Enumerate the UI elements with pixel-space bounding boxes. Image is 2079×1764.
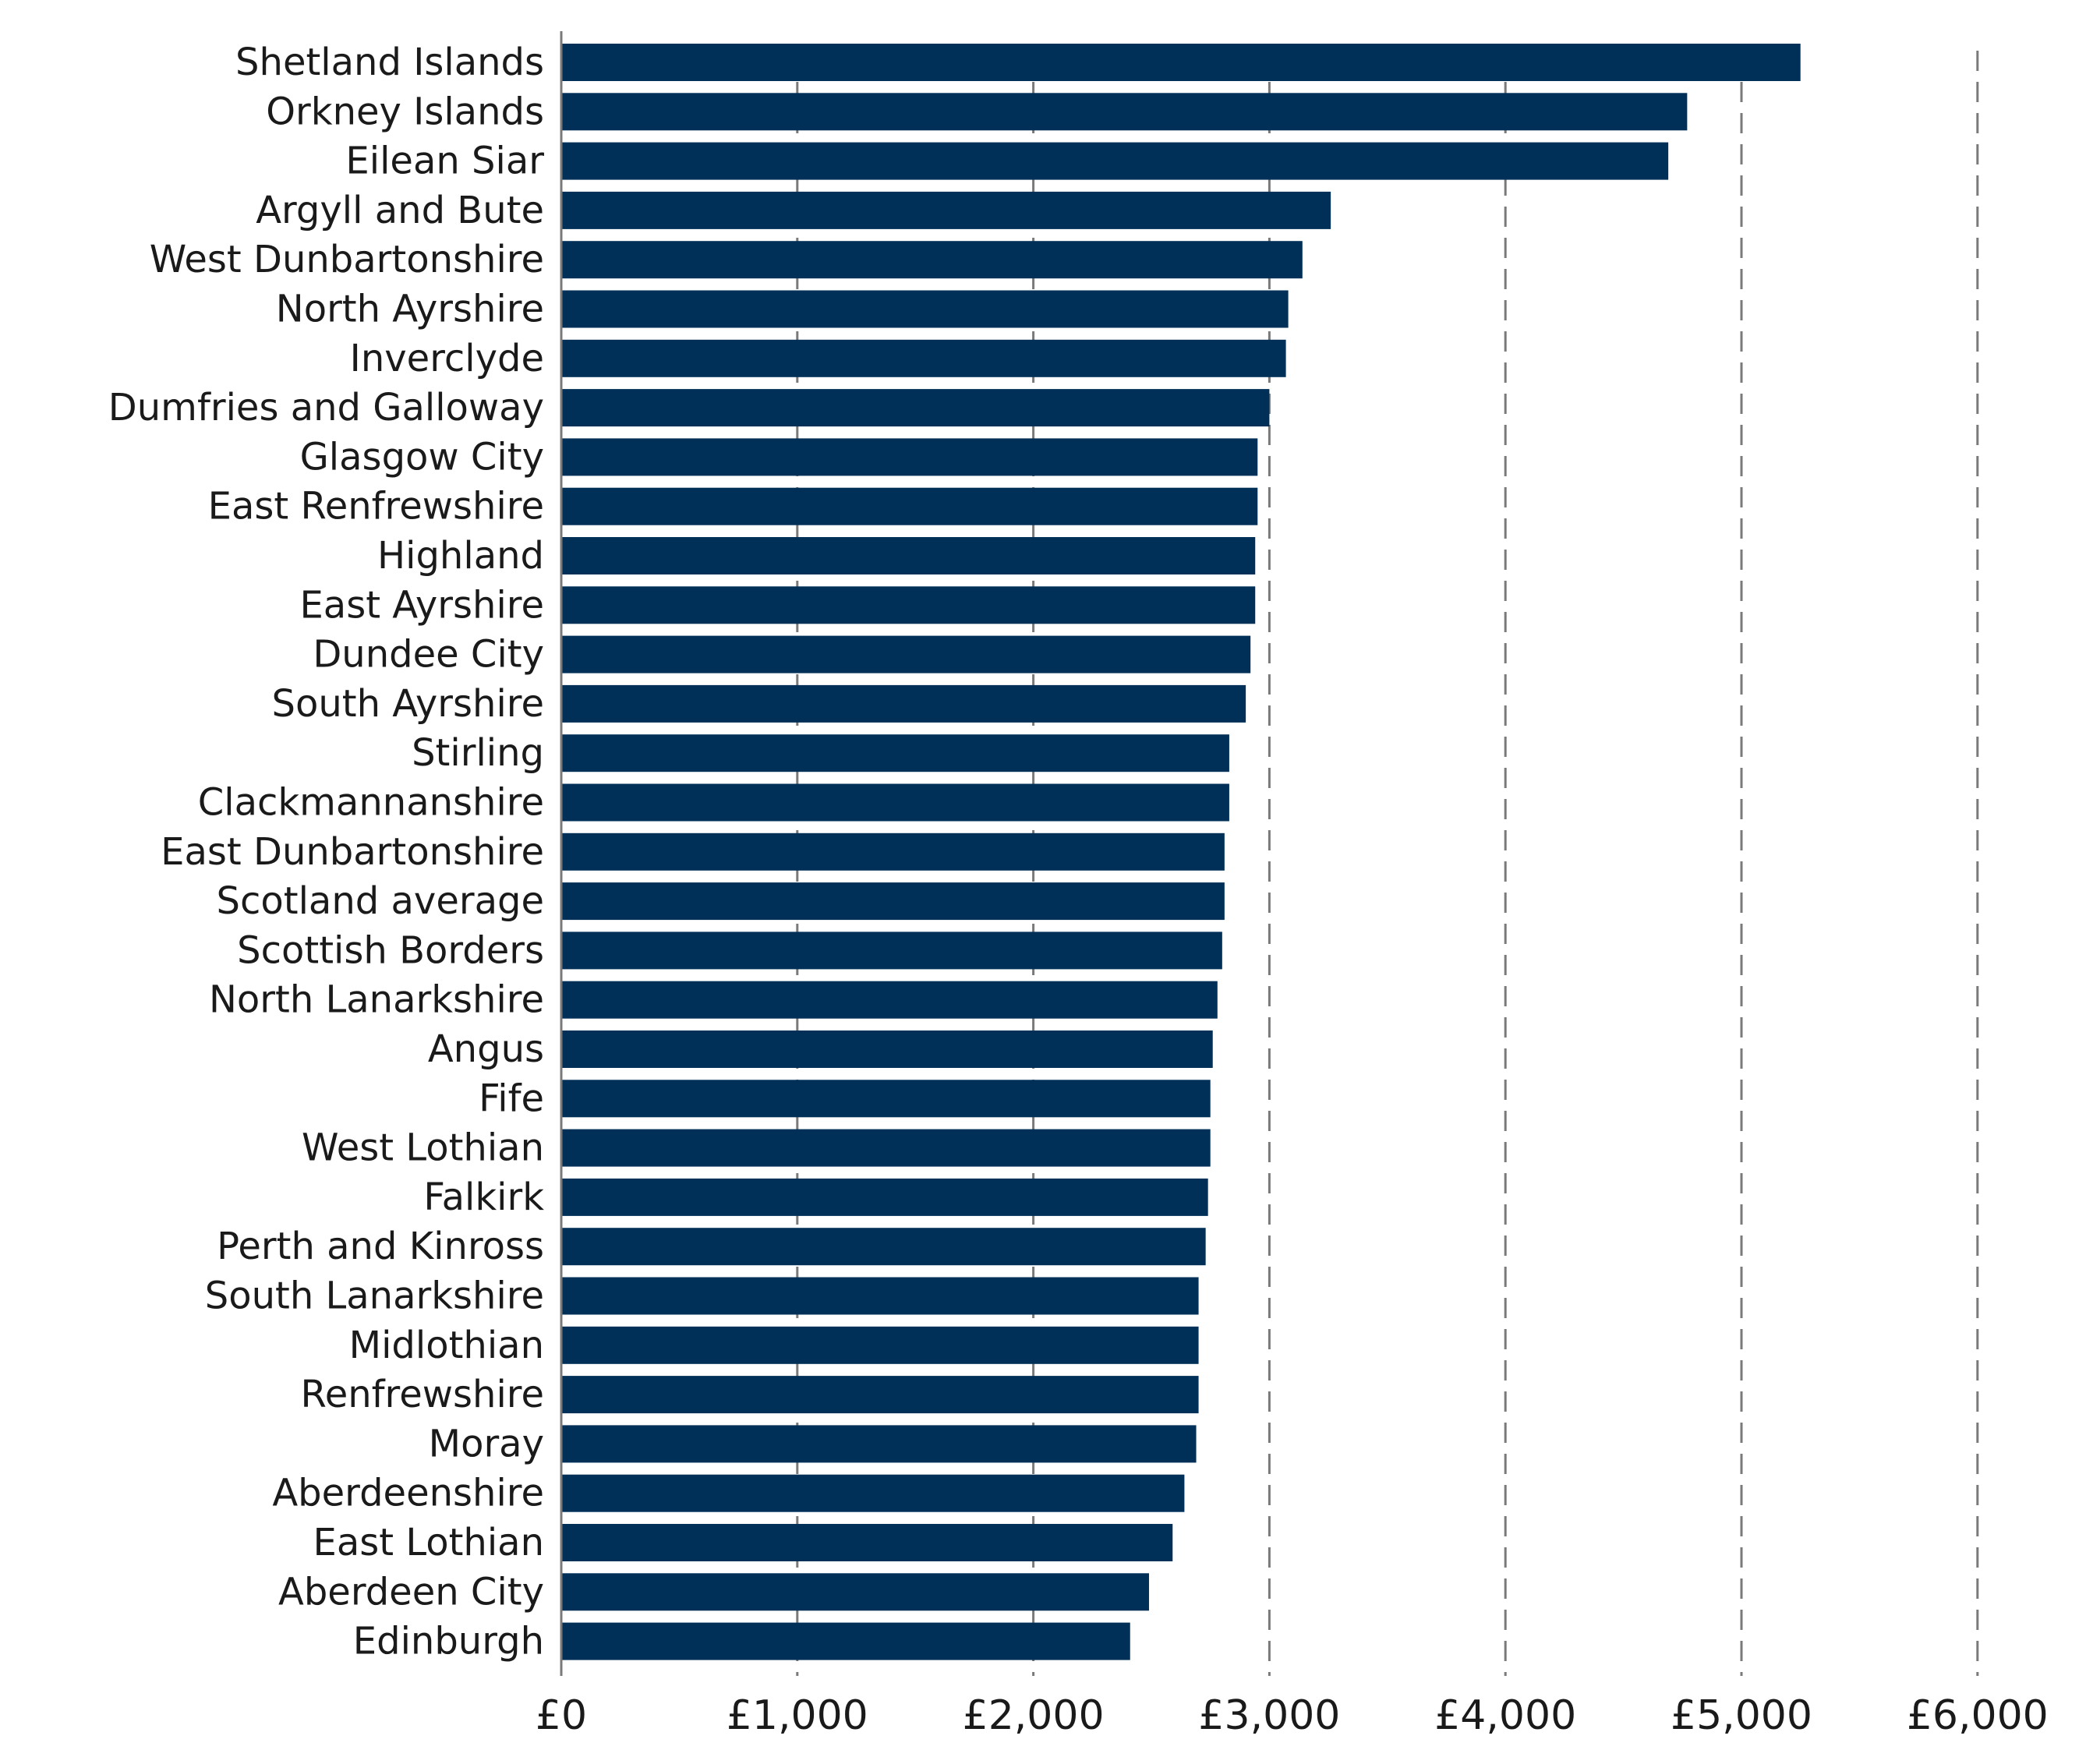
category-label-17: Scotland average — [217, 879, 544, 923]
bar-2 — [561, 142, 1669, 180]
category-label-16: East Dunbartonshire — [161, 830, 544, 874]
category-label-18: Scottish Borders — [237, 928, 544, 972]
bar-18 — [561, 931, 1222, 970]
x-tick-label-4: £4,000 — [1434, 1692, 1576, 1739]
category-label-0: Shetland Islands — [235, 41, 544, 84]
category-label-22: West Lothian — [302, 1126, 544, 1170]
category-label-13: South Ayrshire — [272, 682, 544, 726]
category-label-27: Renfrewshire — [301, 1373, 545, 1416]
bar-5 — [561, 290, 1289, 328]
category-label-6: Inverclyde — [350, 337, 544, 380]
bar-14 — [561, 734, 1229, 772]
bar-12 — [561, 635, 1251, 673]
bar-28 — [561, 1425, 1197, 1463]
bars — [561, 44, 1801, 1660]
bar-24 — [561, 1228, 1206, 1266]
x-tick-labels: £0 £1,000 £2,000 £3,000 £4,000 £5,000 £6,000 — [536, 1692, 2049, 1739]
x-tick-label-1: £1,000 — [727, 1692, 868, 1739]
bar-25 — [561, 1277, 1199, 1315]
category-label-19: North Lanarkshire — [209, 978, 544, 1022]
bar-16 — [561, 833, 1225, 871]
bar-9 — [561, 487, 1258, 525]
x-tick-label-5: £5,000 — [1671, 1692, 1812, 1739]
category-label-26: Midlothian — [349, 1324, 544, 1367]
bar-29 — [561, 1474, 1185, 1512]
category-label-15: Clackmannanshire — [198, 781, 544, 825]
bar-31 — [561, 1573, 1149, 1611]
x-tick-label-0: £0 — [536, 1692, 587, 1739]
bar-21 — [561, 1080, 1211, 1118]
bar-0 — [561, 44, 1801, 81]
category-label-8: Glasgow City — [300, 435, 544, 479]
category-label-3: Argyll and Bute — [256, 189, 544, 232]
bar-15 — [561, 783, 1229, 822]
bar-3 — [561, 191, 1331, 229]
x-tick-label-3: £3,000 — [1198, 1692, 1340, 1739]
category-label-28: Moray — [429, 1422, 544, 1465]
category-label-21: Fife — [479, 1076, 544, 1120]
category-label-7: Dumfries and Galloway — [108, 386, 544, 430]
category-label-4: West Dunbartonshire — [150, 238, 544, 281]
category-label-29: Aberdeenshire — [272, 1472, 544, 1515]
category-label-2: Eilean Siar — [345, 140, 544, 183]
category-label-32: Edinburgh — [353, 1620, 544, 1663]
bar-23 — [561, 1178, 1208, 1216]
category-label-14: Stirling — [412, 731, 544, 775]
category-label-23: Falkirk — [423, 1175, 544, 1219]
bar-10 — [561, 537, 1256, 574]
category-label-31: Aberdeen City — [278, 1570, 544, 1614]
bar-26 — [561, 1326, 1199, 1364]
bar-4 — [561, 241, 1303, 279]
category-label-30: East Lothian — [313, 1521, 544, 1564]
bar-22 — [561, 1129, 1211, 1167]
x-tick-label-2: £2,000 — [963, 1692, 1105, 1739]
bar-11 — [561, 586, 1256, 624]
category-label-10: Highland — [377, 534, 544, 578]
bar-13 — [561, 684, 1246, 723]
category-label-25: South Lanarkshire — [205, 1274, 544, 1318]
bar-1 — [561, 93, 1688, 131]
category-label-12: Dundee City — [313, 633, 544, 677]
bar-7 — [561, 389, 1270, 427]
bar-17 — [561, 882, 1225, 921]
category-label-24: Perth and Kinross — [217, 1225, 544, 1268]
category-label-9: East Renfrewshire — [208, 485, 544, 528]
bar-8 — [561, 438, 1258, 476]
bar-19 — [561, 981, 1218, 1019]
bar-30 — [561, 1524, 1173, 1561]
x-tick-label-6: £6,000 — [1907, 1692, 2049, 1739]
category-label-11: East Ayrshire — [299, 583, 544, 627]
bar-20 — [561, 1030, 1213, 1068]
category-label-1: Orkney Islands — [266, 90, 544, 133]
bar-6 — [561, 339, 1286, 377]
category-label-5: North Ayrshire — [276, 288, 544, 331]
category-labels: Shetland Islands Orkney Islands Eilean Sia… — [108, 41, 544, 1663]
bar-32 — [561, 1622, 1130, 1660]
bar-27 — [561, 1376, 1199, 1414]
category-label-20: Angus — [428, 1027, 544, 1071]
